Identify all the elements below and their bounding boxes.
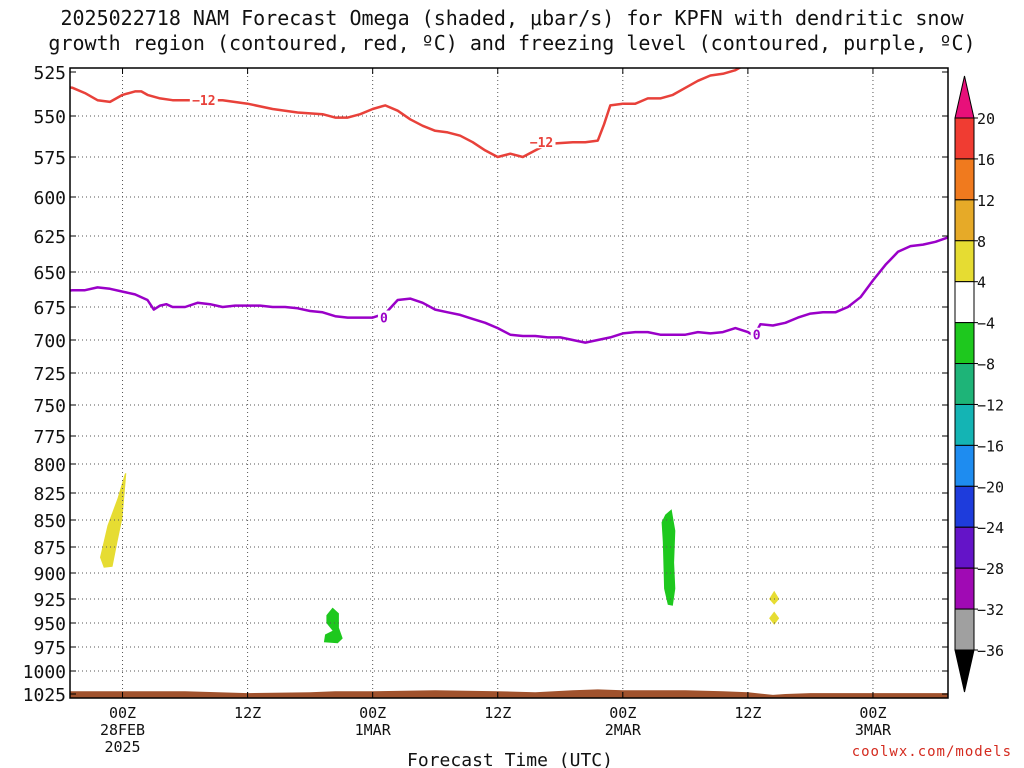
y-tick-label: 525 — [33, 63, 66, 84]
y-tick-label: 925 — [33, 590, 66, 611]
colorbar-swatch — [954, 117, 975, 160]
contour-label-2: 0 — [380, 312, 388, 327]
y-tick-label: 875 — [33, 538, 66, 559]
colorbar-swatch — [954, 444, 975, 487]
contour-line-1 — [70, 236, 948, 344]
colorbar-swatch — [954, 363, 975, 405]
y-tick-label: 900 — [33, 564, 66, 585]
contour-label-bg — [750, 327, 763, 341]
contour-label-3: 0 — [753, 329, 761, 344]
y-tick-label: 750 — [33, 396, 66, 417]
colorbar-swatch — [954, 281, 975, 324]
contour-label-0: −12 — [192, 94, 215, 109]
colorbar-label: −16 — [977, 437, 1004, 455]
colorbar-swatch — [954, 403, 975, 446]
colorbar-label: −28 — [977, 560, 1004, 578]
y-tick-label: 600 — [33, 188, 66, 209]
x-tick-label: 1MAR — [355, 721, 392, 739]
y-tick-label: 625 — [33, 227, 66, 248]
x-axis-label: Forecast Time (UTC) — [407, 750, 613, 768]
colorbar-label: 8 — [977, 233, 986, 251]
colorbar-label: 4 — [977, 274, 986, 292]
title-line-1: 2025022718 NAM Forecast Omega (shaded, μ… — [60, 6, 964, 30]
colorbar-swatch — [954, 485, 975, 528]
x-tick-label: 12Z — [234, 704, 261, 722]
colorbar-label: −20 — [977, 478, 1004, 496]
contour-label-1: −12 — [530, 136, 553, 151]
y-tick-label: 775 — [33, 427, 66, 448]
colorbar-label: 20 — [977, 110, 995, 128]
x-tick-label: 12Z — [734, 704, 761, 722]
omega-shade-2 — [661, 509, 676, 606]
colorbar-swatch — [954, 567, 975, 610]
y-tick-label: 550 — [33, 107, 66, 128]
contour-label-bg — [527, 135, 556, 149]
y-tick-label: 850 — [33, 511, 66, 532]
y-tick-label: 950 — [33, 614, 66, 635]
terrain-fill — [70, 689, 948, 698]
colorbar-label: −8 — [977, 356, 995, 374]
x-tick-label: 3MAR — [855, 721, 892, 739]
contour-label-bg — [189, 93, 218, 107]
colorbar-swatch — [954, 608, 975, 651]
y-tick-label: 800 — [33, 455, 66, 476]
colorbar-label: −12 — [977, 396, 1004, 414]
colorbar-label: −24 — [977, 519, 1004, 537]
colorbar-swatch — [954, 322, 975, 365]
omega-shade-3 — [769, 590, 780, 605]
x-tick-label: 00Z — [109, 704, 136, 722]
y-tick-label: 825 — [33, 484, 66, 505]
x-tick-label: 2MAR — [605, 721, 642, 739]
colorbar-label: −32 — [977, 601, 1004, 619]
omega-shade-0 — [100, 473, 127, 568]
omega-shade-1 — [323, 607, 343, 644]
x-tick-label: 2025 — [104, 738, 140, 756]
x-tick-label: 28FEB — [100, 721, 145, 739]
y-tick-label: 1000 — [23, 662, 66, 683]
omega-shade-4 — [769, 611, 780, 625]
title-line-2: growth region (contoured, red, ºC) and f… — [48, 31, 976, 55]
colorbar-label: −36 — [977, 642, 1004, 660]
y-tick-label: 650 — [33, 263, 66, 284]
y-tick-label: 700 — [33, 331, 66, 352]
y-tick-label: 575 — [33, 148, 66, 169]
chart-title: 2025022718 NAM Forecast Omega (shaded, μ… — [0, 6, 1024, 56]
y-tick-label: 725 — [33, 364, 66, 385]
colorbar-label: 12 — [977, 192, 995, 210]
watermark: coolwx.com/models — [851, 744, 1012, 760]
y-tick-label: 975 — [33, 638, 66, 659]
x-tick-label: 00Z — [609, 704, 636, 722]
colorbar-swatch — [954, 158, 975, 201]
x-tick-label: 00Z — [359, 704, 386, 722]
colorbar-top-arrow — [954, 75, 975, 119]
contour-line-0 — [70, 68, 742, 159]
colorbar-label: 16 — [977, 151, 995, 169]
colorbar-swatch — [954, 199, 975, 242]
plot-frame — [69, 67, 949, 699]
colorbar-label: −4 — [977, 315, 995, 333]
y-tick-label: 1025 — [23, 685, 66, 706]
y-tick-label: 675 — [33, 298, 66, 319]
contour-label-bg — [377, 310, 390, 324]
x-tick-label: 12Z — [484, 704, 511, 722]
colorbar-swatch — [954, 240, 975, 283]
colorbar-swatch — [954, 526, 975, 569]
colorbar-bottom-arrow — [954, 649, 975, 693]
x-tick-label: 00Z — [859, 704, 886, 722]
